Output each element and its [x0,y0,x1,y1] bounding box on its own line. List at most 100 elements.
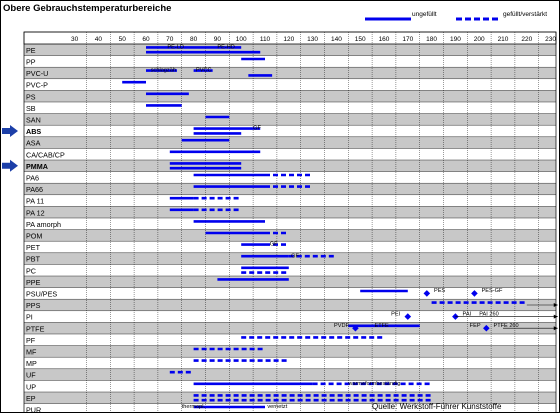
row-shade [24,392,556,404]
material-label: SAN [26,116,41,125]
annotation-label: PE-LD [167,45,183,51]
material-label: POM [26,232,42,241]
material-label: PTFE [26,324,45,333]
annotation-label: PTFE 260 [493,323,518,329]
x-tick-label: 100 [236,36,247,43]
row-pointer-arrow [2,159,18,172]
row-shade [24,67,556,79]
annotation-label: GF [270,242,278,248]
material-label: PMMA [26,162,48,171]
row-shade [24,136,556,149]
x-axis-ticks: 30 40 50 60 70 80 90 100 110 120 130 140 150 160 170 18… [71,35,560,43]
x-tick-label: 120 [283,36,294,43]
point-marker [404,313,412,320]
annotation-label: PVCC [196,68,212,74]
source-note: Quelle: Werkstoff-Führer Kunststoffe [372,402,502,411]
data-marks [122,46,558,409]
point-marker [471,290,478,297]
material-label: PPE [26,278,41,287]
material-label: UP [26,382,36,391]
legend-filled-label: gefüllt/verstärkt [503,11,547,18]
point-marker [423,290,431,297]
material-label: ABS [26,127,41,136]
material-label: PUR [26,406,41,413]
x-tick-label: 30 [71,36,79,43]
row-shade [24,90,556,102]
row-shade [24,229,556,242]
x-tick-label: 70 [166,36,174,43]
x-tick-label: 40 [95,36,103,43]
annotations: PE-LD PE-HD schlagzäh PVCC GF GF GF PES PES-GF PE… [151,45,519,411]
annotation-label: GF [253,126,261,132]
row-shade [24,252,556,265]
material-label: PE [26,46,36,55]
annotation-label: vernetzt [267,404,287,410]
x-tick-label: 160 [379,36,390,43]
x-tick-label: 50 [119,36,127,43]
annotation-label: PE-HD [217,45,234,51]
annotation-label: PES-GF [482,288,503,294]
material-label: PP [26,58,36,67]
x-tick-label: 90 [214,36,222,43]
x-tick-label: 170 [402,36,413,43]
x-tick-label: 140 [331,36,342,43]
material-label: ASA [26,139,41,148]
point-marker [483,324,490,332]
continuation-arrow-head [553,303,558,307]
material-label: PA 11 [26,197,44,206]
x-tick-label: 80 [190,36,198,43]
material-label: PSU/PES [26,290,57,299]
chart-title: Obere Gebrauchstemperaturbereiche [3,3,171,14]
annotation-label: PES [434,288,445,294]
annotation-label: thermopl. [182,404,206,410]
continuation-arrow-head [553,314,558,319]
legend-unfilled-label: ungefüllt [412,11,437,18]
x-tick-label: 190 [450,36,461,43]
row-shade [24,206,556,218]
x-tick-label: 220 [521,36,532,43]
material-label: PET [26,243,41,252]
row-shade [24,299,556,311]
material-label: PA amorph [26,220,61,229]
x-tick-label: 230 [545,36,556,43]
x-tick-label: 130 [307,36,318,43]
grid-lines [23,31,557,413]
x-tick-label: 150 [355,36,366,43]
material-label: PA6 [26,174,39,183]
annotation-label: FEP [470,323,481,329]
material-label: PA 12 [26,208,45,217]
material-label: PBT [26,255,41,264]
material-label: MP [26,359,37,368]
material-label: CA/CAB/CP [26,150,65,159]
x-tick-label: 60 [142,36,150,43]
annotation-label: warmeformbeständig [347,381,400,387]
material-label: PS [26,92,36,101]
annotation-label: ETFE [374,323,389,329]
row-shade [24,368,556,381]
x-tick-label: 210 [498,36,509,43]
material-label: PA66 [26,185,43,194]
material-label: SB [26,104,36,113]
material-label: PPS [26,301,41,310]
material-labels: PE PP PVC-U PVC-P PS SB SAN ABS ASA CA/CAB/CP PMMA… [2,46,65,413]
material-label: PF [26,336,36,345]
material-label: PVC-U [26,69,48,78]
x-tick-label: 200 [474,36,485,43]
x-unit-label: °C [559,35,560,43]
row-shade [24,322,556,334]
x-tick-label: 180 [426,36,437,43]
annotation-label: PEI [391,311,400,317]
annotation-label: schlagzäh [151,68,176,74]
material-label: PI [26,313,33,322]
row-pointer-arrow [2,125,18,137]
annotation-label: PVDF [334,323,350,329]
annotation-label: GF [291,253,299,259]
annotation-label: PAI 260 [479,311,499,317]
plot-frame [23,31,557,413]
row-shade [24,345,556,358]
continuation-arrow-head [553,326,558,331]
material-label: UF [26,371,36,380]
row-shade [24,276,556,288]
material-label: PC [26,266,36,275]
